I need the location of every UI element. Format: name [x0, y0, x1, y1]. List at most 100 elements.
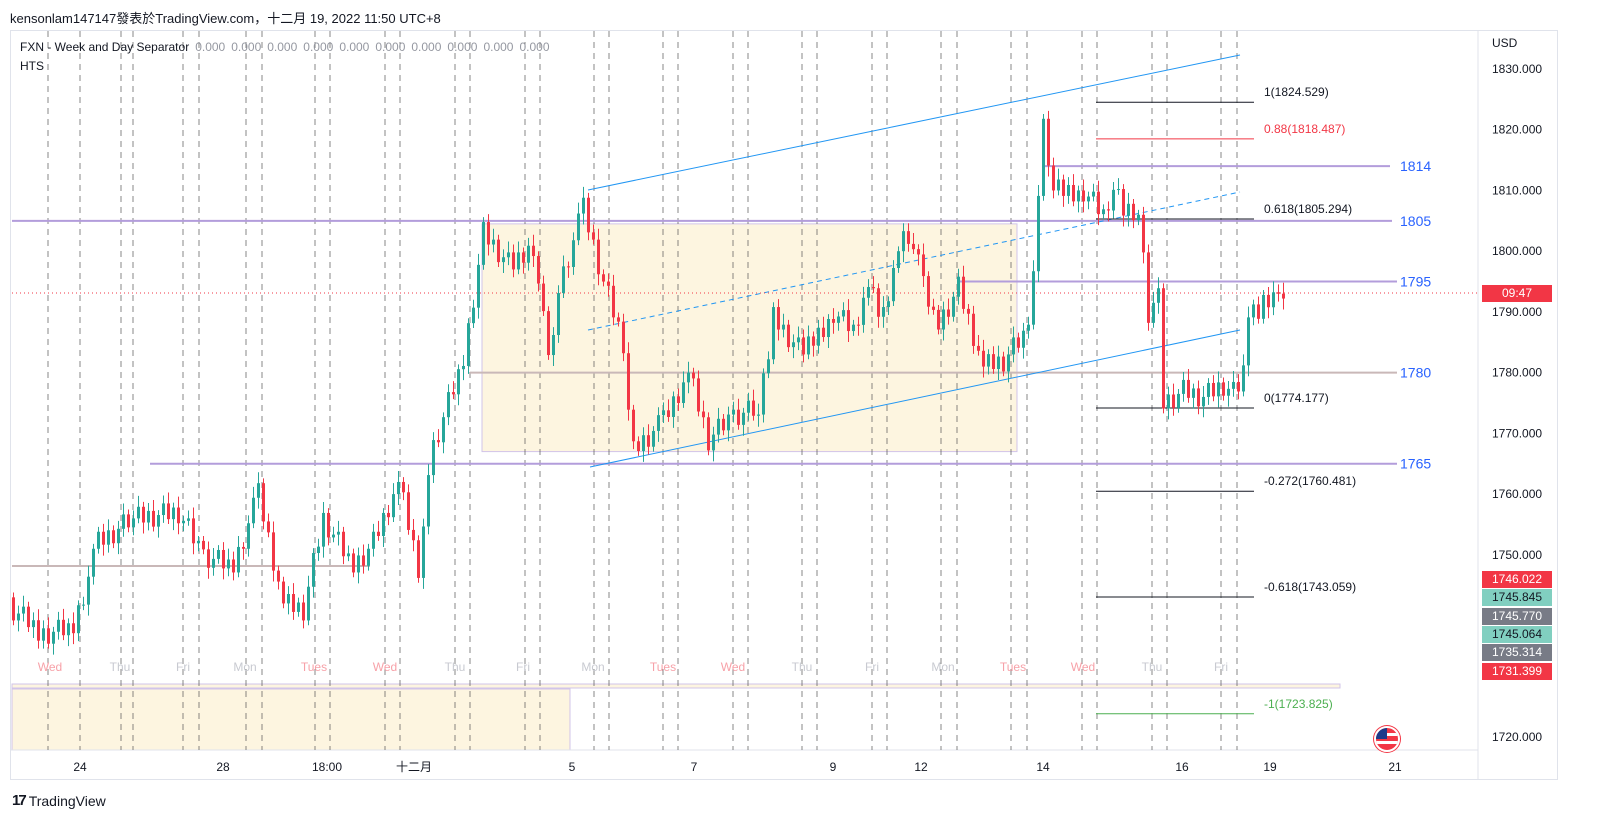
- price-axis-label: 1745.770: [1482, 607, 1552, 625]
- candle-body: [1227, 388, 1230, 396]
- candle-body: [1147, 252, 1150, 323]
- candle-body: [107, 530, 110, 545]
- candle-body: [1152, 302, 1155, 323]
- candle-body: [747, 400, 750, 413]
- price-countdown-label: 09:47: [1482, 285, 1552, 302]
- time-tick-label: 5: [569, 760, 576, 774]
- candle-body: [172, 507, 175, 520]
- candle-body: [212, 558, 215, 568]
- chart-frame[interactable]: [10, 30, 1558, 780]
- candle-body: [347, 553, 350, 557]
- candle-body: [557, 293, 560, 335]
- candle-body: [987, 354, 990, 367]
- candle-body: [282, 581, 285, 604]
- candle-body: [1092, 191, 1095, 197]
- day-label: Wed: [721, 660, 745, 674]
- candle-body: [1172, 394, 1175, 408]
- candle-body: [942, 309, 945, 330]
- candle-body: [947, 309, 950, 317]
- day-label: Tues: [301, 660, 327, 674]
- candle-body: [142, 506, 145, 523]
- candle-body: [192, 518, 195, 544]
- candle-body: [817, 327, 820, 346]
- candle-body: [392, 494, 395, 518]
- candle-body: [672, 396, 675, 417]
- candle-body: [207, 549, 210, 568]
- candle-body: [612, 285, 615, 318]
- legend-value: 0.000: [519, 40, 550, 54]
- candle-body: [967, 308, 970, 314]
- candle-body: [197, 540, 200, 544]
- candle-body: [587, 197, 590, 233]
- candle-body: [1162, 288, 1165, 409]
- candle-body: [852, 324, 855, 332]
- candle-body: [787, 324, 790, 348]
- legend-value: 0.000: [411, 40, 442, 54]
- candle-body: [1157, 288, 1160, 303]
- time-tick-label: 十二月: [396, 760, 432, 774]
- day-label: Mon: [931, 660, 954, 674]
- candle-body: [467, 323, 470, 366]
- candle-body: [567, 266, 570, 268]
- candle-body: [737, 409, 740, 425]
- candle-body: [247, 523, 250, 549]
- candle-body: [117, 528, 120, 544]
- candle-body: [257, 483, 260, 498]
- candle-body: [1042, 118, 1045, 196]
- fib-level-label: 0.88(1818.487): [1264, 122, 1345, 136]
- candle-body: [907, 231, 910, 244]
- legend-value: 0.000: [447, 40, 478, 54]
- candle-body: [1127, 203, 1130, 216]
- candle-body: [287, 594, 290, 604]
- candle-body: [312, 553, 315, 587]
- candle-body: [1137, 214, 1140, 221]
- indicator-legend[interactable]: FXN - Week and Day Separator 0.000 0.000 0.…: [20, 38, 550, 76]
- candle-body: [222, 549, 225, 569]
- tradingview-logo-icon: 17: [12, 792, 27, 809]
- candle-body: [657, 415, 660, 431]
- candle-body: [872, 287, 875, 289]
- candle-body: [22, 606, 25, 614]
- candle-body: [452, 392, 455, 395]
- candle-body: [502, 257, 505, 263]
- fib-level-label: -1(1723.825): [1264, 697, 1333, 711]
- candle-body: [442, 417, 445, 443]
- candle-body: [322, 512, 325, 547]
- candle-body: [1117, 189, 1120, 191]
- candle-body: [592, 232, 595, 240]
- candle-body: [377, 531, 380, 537]
- candle-body: [1282, 293, 1285, 299]
- candle-body: [397, 481, 400, 495]
- candle-body: [87, 576, 90, 605]
- candle-body: [482, 222, 485, 265]
- candle-body: [932, 306, 935, 310]
- candle-body: [12, 597, 15, 621]
- candle-body: [642, 435, 645, 451]
- candle-body: [982, 350, 985, 367]
- level-label: 1814: [1400, 158, 1431, 174]
- price-axis-label: 1745.064: [1482, 625, 1552, 643]
- time-tick-label: 12: [914, 760, 928, 774]
- range-box: [11, 688, 571, 751]
- candle-body: [577, 213, 580, 241]
- us-flag-icon[interactable]: [1374, 726, 1400, 752]
- candle-body: [112, 530, 115, 544]
- candle-body: [402, 481, 405, 493]
- candle-body: [627, 353, 630, 410]
- candle-body: [1272, 292, 1275, 308]
- candle-body: [862, 297, 865, 325]
- candle-body: [597, 239, 600, 275]
- price-tick-label: 1770.000: [1492, 426, 1542, 440]
- legend-value: 0.000: [303, 40, 334, 54]
- candle-body: [462, 365, 465, 370]
- legend-value: 0.000: [375, 40, 406, 54]
- tradingview-logo[interactable]: 17 TradingView: [12, 792, 106, 809]
- brand-name: TradingView: [28, 792, 106, 809]
- fib-level-label: 0.618(1805.294): [1264, 202, 1352, 216]
- candle-body: [487, 222, 490, 245]
- candle-body: [847, 310, 850, 332]
- candle-body: [1037, 195, 1040, 272]
- candle-body: [832, 319, 835, 323]
- level-label: 1805: [1400, 213, 1431, 229]
